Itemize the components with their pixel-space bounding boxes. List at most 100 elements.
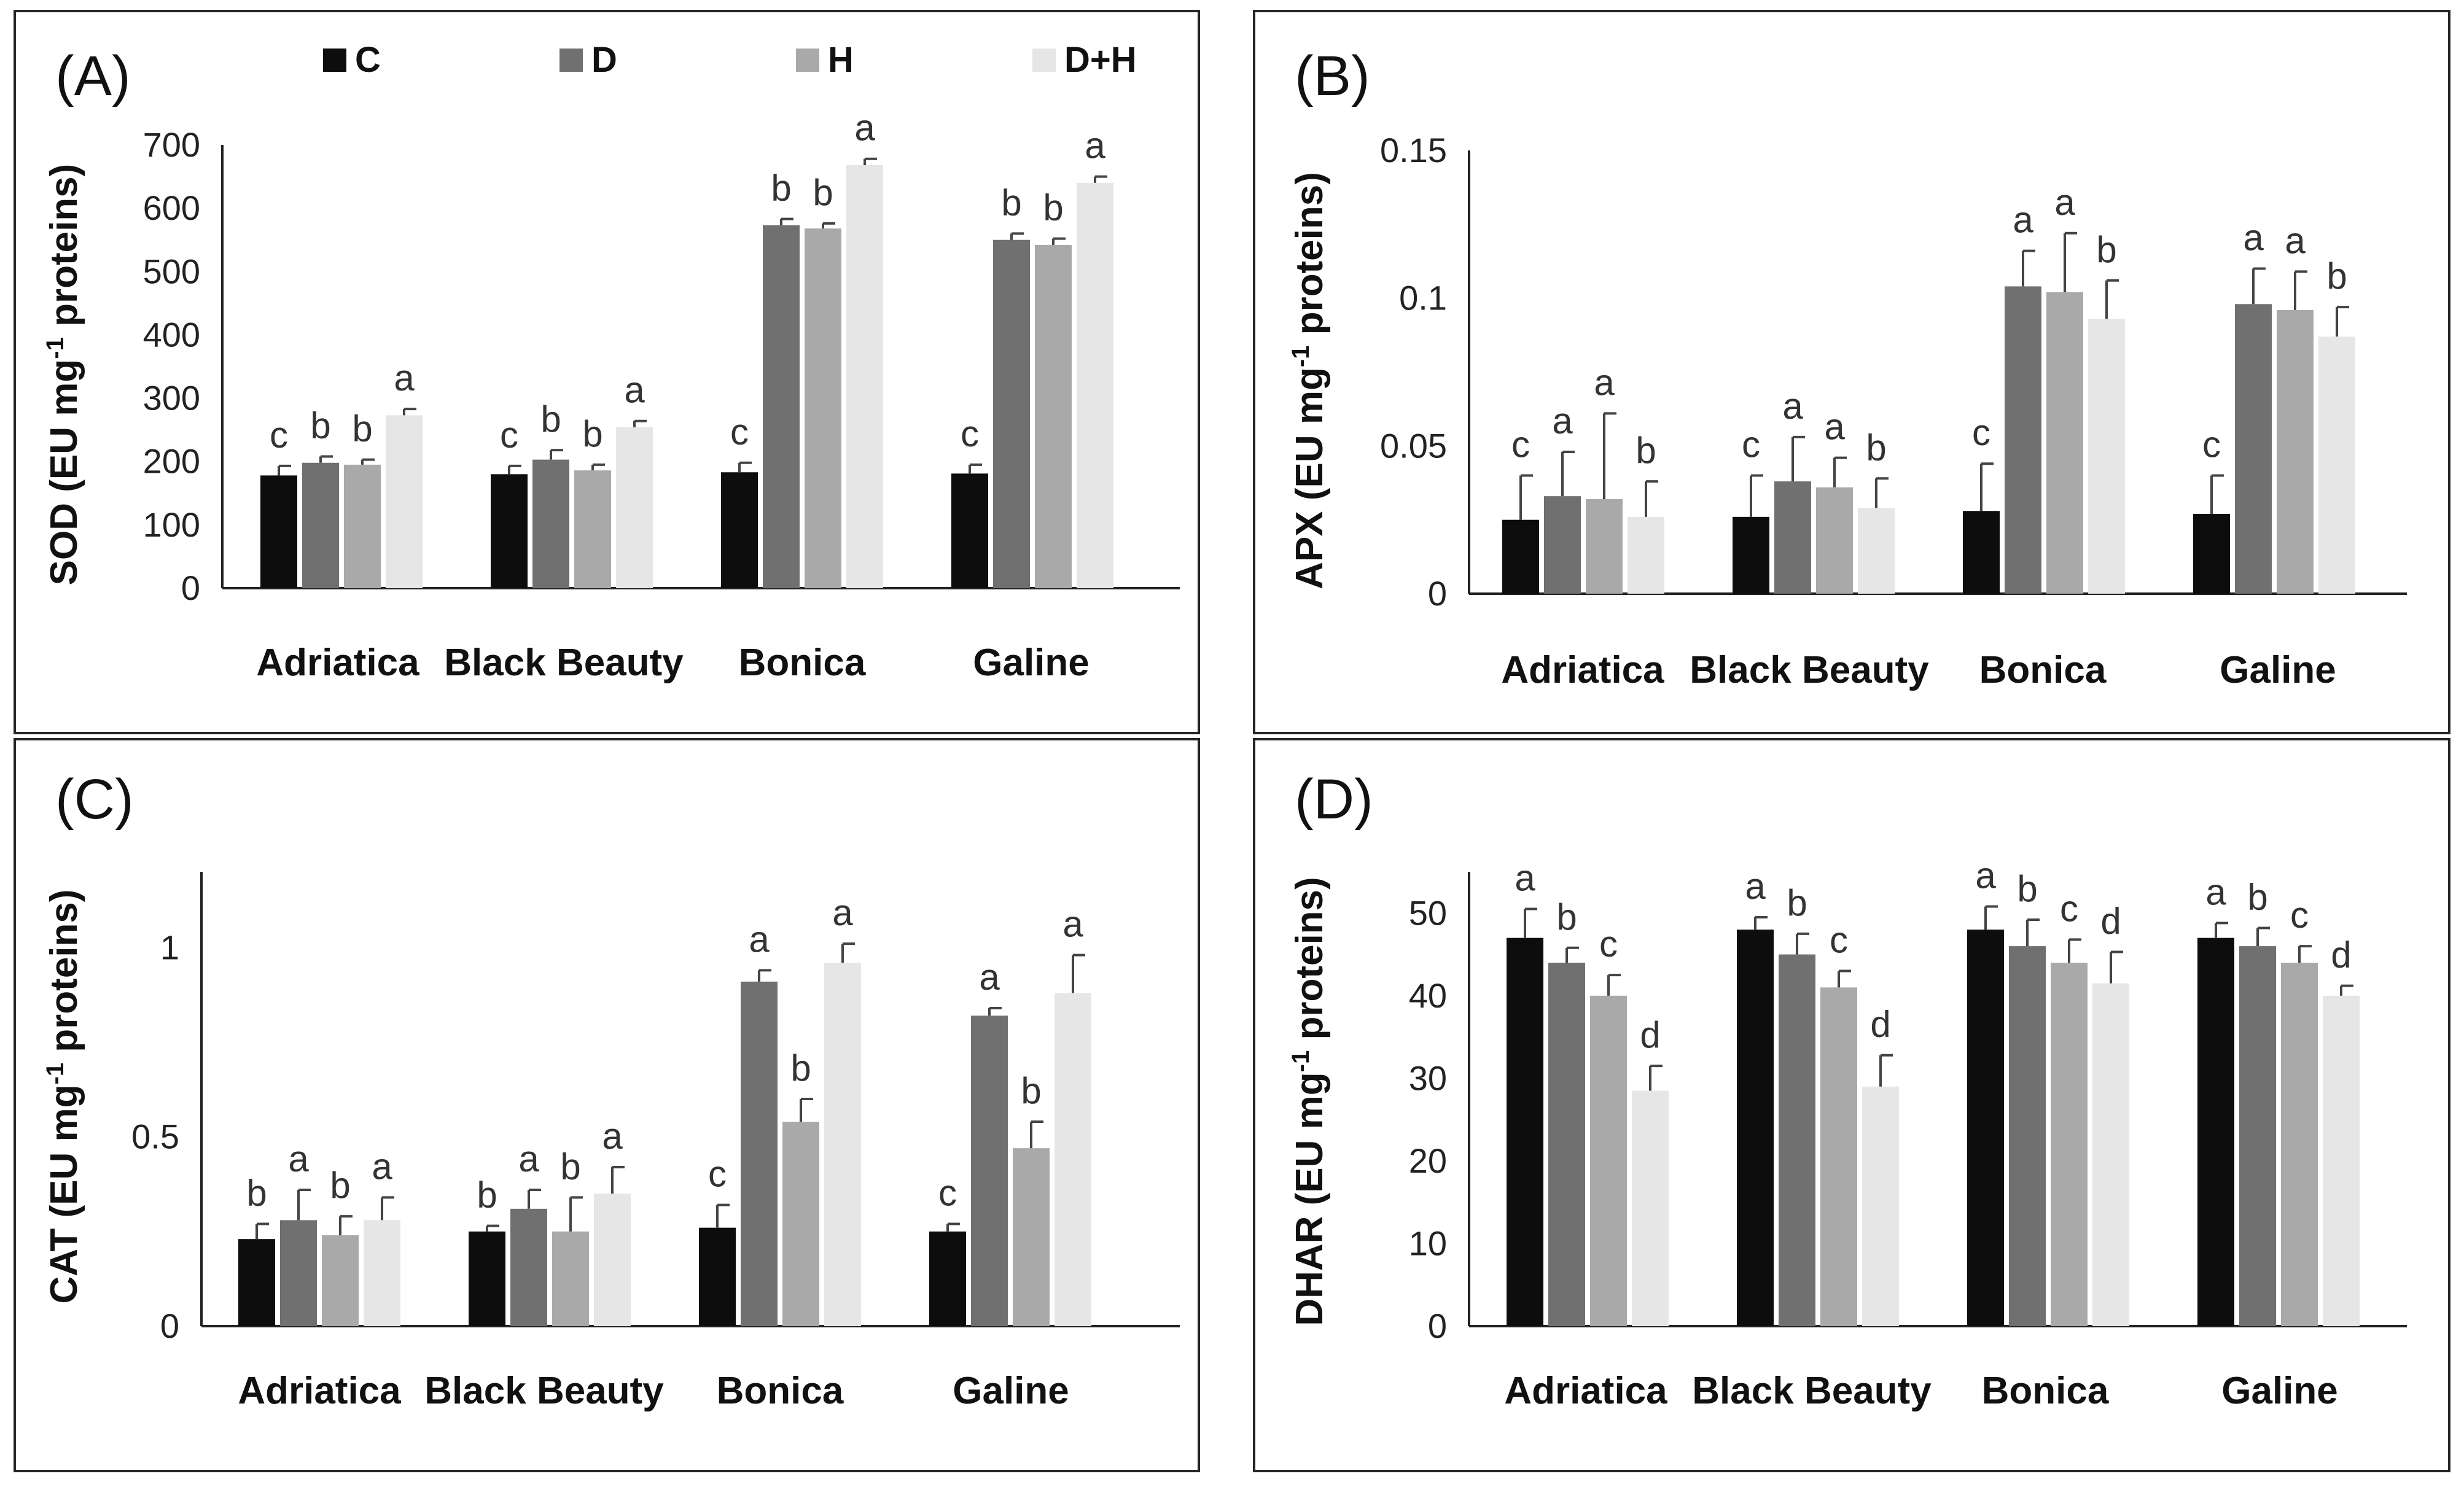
- significance-letter: b: [2247, 876, 2267, 917]
- category-label: Bonica: [739, 642, 866, 684]
- significance-letter: b: [2326, 255, 2347, 297]
- bar: [2092, 983, 2129, 1326]
- significance-letter: b: [1556, 896, 1577, 938]
- y-tick-label: 10: [1409, 1224, 1447, 1262]
- legend-swatch-c: [323, 48, 346, 72]
- category-label: Adriatica: [256, 642, 419, 684]
- category-label: Black Beauty: [424, 1370, 664, 1412]
- category-label: Galine: [2221, 1370, 2338, 1412]
- bar: [2051, 963, 2088, 1326]
- significance-letter: a: [1552, 400, 1573, 441]
- category-label: Black Beauty: [1692, 1370, 1932, 1412]
- significance-letter: b: [771, 168, 791, 209]
- significance-letter: a: [1515, 858, 1535, 899]
- bar: [1774, 481, 1811, 594]
- significance-letter: b: [813, 172, 833, 213]
- bar: [846, 165, 883, 588]
- bar: [1544, 496, 1581, 594]
- bar: [594, 1194, 631, 1326]
- significance-letter: a: [2243, 217, 2264, 258]
- bar: [510, 1208, 547, 1326]
- significance-letter: b: [1866, 427, 1886, 468]
- bar: [1013, 1148, 1050, 1326]
- category-label: Adriatica: [1504, 1370, 1667, 1412]
- bar: [2005, 286, 2041, 594]
- panel-label-b: (B): [1295, 45, 1370, 107]
- y-tick-label: 0.05: [1380, 426, 1447, 465]
- significance-letter: b: [2017, 868, 2037, 909]
- bar: [2281, 963, 2318, 1326]
- significance-letter: a: [288, 1138, 309, 1179]
- bar: [364, 1220, 400, 1326]
- bar: [1858, 508, 1895, 594]
- significance-letter: a: [518, 1138, 539, 1179]
- bar: [1816, 487, 1853, 594]
- bar: [1967, 930, 2004, 1326]
- bar: [2318, 336, 2355, 594]
- bar: [280, 1220, 317, 1326]
- bar: [1502, 519, 1539, 594]
- y-tick-label: 30: [1409, 1058, 1447, 1097]
- bar: [2197, 938, 2234, 1326]
- bar: [1590, 995, 1627, 1326]
- y-tick-label: 0: [160, 1306, 179, 1345]
- y-tick-label: 300: [143, 379, 200, 417]
- significance-letter: b: [1021, 1070, 1041, 1111]
- bar: [260, 475, 297, 588]
- bar: [386, 415, 423, 588]
- significance-letter: a: [979, 957, 1000, 998]
- significance-letter: a: [854, 107, 875, 149]
- significance-letter: b: [2096, 229, 2116, 270]
- bar: [574, 470, 611, 588]
- y-tick-label: 0.1: [1399, 279, 1447, 317]
- significance-letter: a: [372, 1146, 392, 1187]
- significance-letter: c: [1511, 424, 1530, 465]
- y-tick-label: 40: [1409, 976, 1447, 1015]
- significance-letter: c: [1830, 919, 1848, 960]
- bar: [552, 1231, 589, 1326]
- bar: [1963, 511, 2000, 594]
- significance-letter: c: [1972, 412, 1990, 453]
- significance-letter: a: [2205, 871, 2226, 912]
- bar: [322, 1235, 359, 1326]
- bar: [344, 464, 381, 588]
- bar: [1055, 993, 1091, 1326]
- legend-swatch-dh: [1032, 48, 1056, 72]
- significance-letter: a: [1782, 386, 1803, 427]
- bar: [2009, 946, 2046, 1326]
- bar: [971, 1015, 1008, 1326]
- significance-letter: b: [1001, 182, 1021, 223]
- panel-apx: (B) APX (EU mg-1 proteins) 0 0.05 0.1 0.15 c…: [1253, 10, 2450, 734]
- panel-dhar: (D) DHAR (EU mg-1 proteins) 0 10 20 30 40 50 a…: [1253, 738, 2450, 1472]
- significance-letter: b: [477, 1174, 497, 1216]
- significance-letter: a: [1975, 855, 1996, 896]
- y-tick-label: 0.15: [1380, 131, 1447, 169]
- y-tick-label: 20: [1409, 1141, 1447, 1180]
- bar: [2088, 319, 2125, 594]
- category-label: Adriatica: [238, 1370, 401, 1412]
- significance-letter: b: [560, 1146, 580, 1187]
- significance-letter: a: [1594, 362, 1615, 403]
- y-tick-label: 200: [143, 442, 200, 481]
- significance-letter: a: [1824, 406, 1845, 448]
- bar: [532, 459, 569, 588]
- bar: [1737, 930, 1774, 1326]
- bar: [469, 1231, 505, 1326]
- bar: [1779, 954, 1815, 1326]
- category-label: Adriatica: [1501, 649, 1664, 691]
- significance-letter: a: [832, 892, 853, 933]
- category-label: Black Beauty: [1690, 649, 1929, 691]
- bar: [302, 462, 339, 588]
- significance-letter: a: [2054, 182, 2075, 223]
- significance-letter: b: [1636, 430, 1656, 471]
- significance-letter: b: [1787, 882, 1807, 923]
- significance-letter: a: [602, 1116, 623, 1157]
- legend-item-h: H: [796, 39, 1032, 80]
- significance-letter: c: [708, 1154, 727, 1195]
- significance-letter: c: [500, 414, 518, 456]
- significance-letter: a: [1085, 125, 1105, 166]
- bar: [1035, 244, 1072, 589]
- significance-letter: a: [624, 370, 645, 411]
- bar: [1077, 182, 1113, 588]
